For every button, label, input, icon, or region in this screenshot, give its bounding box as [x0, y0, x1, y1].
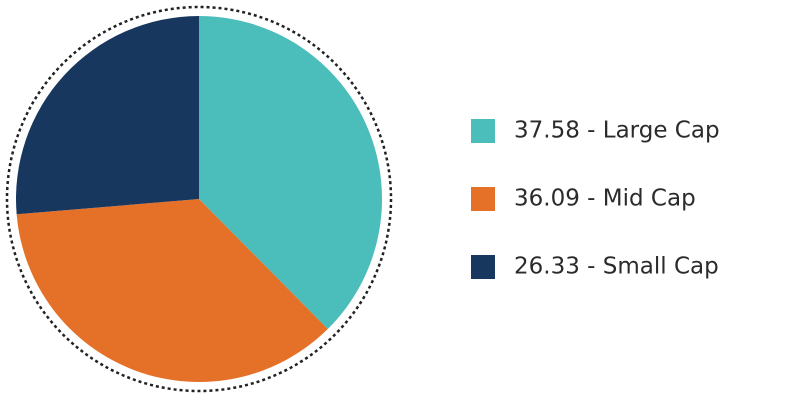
pie-slice	[199, 16, 382, 330]
dotted-border	[5, 5, 393, 393]
pie-slice	[16, 199, 328, 382]
legend-label: 26.33 - Small Cap	[514, 254, 719, 280]
legend-swatch	[471, 187, 495, 211]
pie-slice	[16, 16, 199, 215]
legend-label: 36.09 - Mid Cap	[514, 186, 696, 212]
legend-swatch	[471, 255, 495, 279]
legend-swatch	[471, 119, 495, 143]
legend-label: 37.58 - Large Cap	[514, 118, 720, 144]
